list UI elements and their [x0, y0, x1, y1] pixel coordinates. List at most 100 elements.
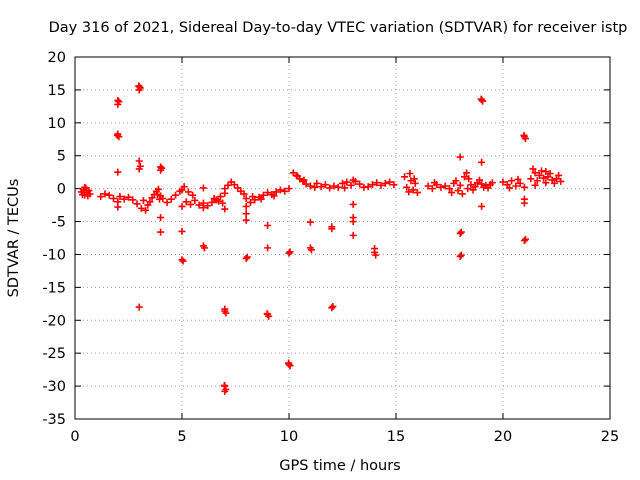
data-point	[172, 191, 180, 199]
data-point	[456, 229, 464, 237]
data-point	[179, 257, 187, 265]
data-point	[224, 181, 232, 189]
y-tick-label: -35	[42, 412, 66, 428]
data-point	[448, 189, 456, 197]
data-point	[529, 165, 537, 173]
data-point	[264, 189, 272, 197]
data-point	[555, 171, 563, 179]
y-tick-label: 10	[48, 116, 66, 132]
data-point	[300, 176, 308, 184]
axis-ticks	[74, 56, 611, 420]
data-point	[285, 359, 293, 367]
data-point	[242, 216, 250, 224]
data-point	[263, 310, 271, 318]
data-point	[178, 227, 186, 235]
data-point	[463, 169, 471, 177]
data-point	[246, 198, 254, 206]
data-point	[81, 183, 89, 191]
data-point	[182, 198, 190, 206]
data-point	[347, 181, 355, 189]
data-point	[516, 179, 524, 187]
data-point	[330, 182, 338, 190]
data-point	[129, 196, 137, 204]
data-point	[139, 196, 147, 204]
x-tick-label: 20	[494, 429, 512, 445]
data-point	[187, 200, 195, 208]
data-point	[311, 183, 319, 191]
data-point	[542, 168, 550, 176]
data-point	[458, 190, 466, 198]
data-point	[286, 248, 294, 256]
data-point	[520, 183, 528, 191]
data-point	[217, 193, 225, 201]
data-point	[285, 249, 293, 257]
data-point	[221, 387, 229, 395]
y-tick-label: 20	[48, 50, 66, 66]
data-point	[409, 186, 417, 194]
y-tick-label: -5	[52, 215, 66, 231]
data-point	[259, 191, 267, 199]
data-point	[531, 169, 539, 177]
data-point	[441, 182, 449, 190]
data-point	[240, 190, 248, 198]
data-point	[403, 183, 411, 191]
data-point	[456, 181, 464, 189]
data-point	[465, 175, 473, 183]
data-point	[125, 193, 132, 201]
data-point	[242, 202, 250, 210]
data-point	[477, 95, 485, 103]
data-point	[431, 179, 439, 187]
data-point	[413, 189, 421, 197]
data-point	[200, 244, 208, 252]
y-tick-label: 15	[48, 83, 66, 99]
data-point	[512, 182, 520, 190]
y-tick-label: -25	[42, 346, 66, 362]
x-tick-label: 0	[70, 429, 79, 445]
data-point	[306, 218, 314, 226]
data-point	[527, 175, 535, 183]
data-point	[97, 193, 105, 201]
data-point	[329, 302, 337, 310]
data-point	[381, 179, 389, 187]
y-tick-label: -20	[42, 313, 66, 329]
plot-frame	[74, 56, 611, 420]
x-tick-label: 25	[601, 429, 619, 445]
data-point	[230, 181, 238, 189]
data-point	[521, 135, 529, 143]
data-point	[195, 201, 203, 209]
data-point	[535, 171, 543, 179]
data-point	[533, 177, 541, 185]
data-point	[521, 235, 529, 243]
data-point	[146, 198, 154, 206]
data-point	[115, 133, 123, 141]
data-point	[542, 179, 550, 187]
data-point	[410, 175, 418, 183]
data-point	[142, 206, 150, 214]
data-point	[514, 175, 522, 183]
data-point	[214, 197, 222, 205]
data-point	[306, 182, 314, 190]
data-point	[281, 187, 289, 195]
data-point	[550, 179, 558, 187]
data-point	[401, 173, 409, 181]
y-tick-label: 0	[57, 182, 66, 198]
data-point	[86, 190, 94, 198]
data-point	[478, 158, 486, 166]
data-point	[328, 223, 336, 231]
data-point	[221, 205, 229, 213]
data-point	[210, 195, 218, 203]
data-point	[85, 187, 93, 195]
data-point	[467, 181, 475, 189]
data-point	[114, 203, 122, 211]
data-point	[157, 228, 165, 236]
data-point	[234, 184, 242, 192]
data-point	[189, 191, 197, 199]
data-point	[272, 188, 280, 196]
data-point	[136, 162, 144, 170]
data-point	[464, 185, 472, 193]
data-point	[276, 186, 284, 194]
data-point	[321, 181, 329, 189]
data-point	[285, 185, 293, 193]
data-point	[178, 256, 186, 264]
